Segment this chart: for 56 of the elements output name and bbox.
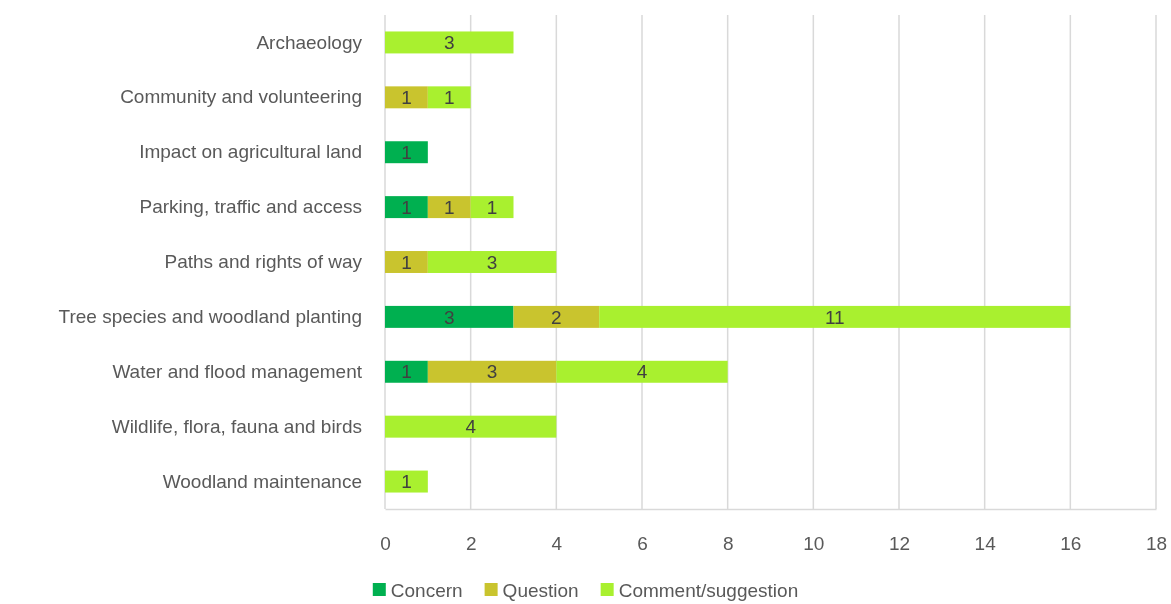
data-label: 1	[443, 196, 455, 218]
x-tick-label: 18	[1145, 533, 1168, 555]
y-tick-label: Paths and rights of way	[164, 251, 363, 273]
y-tick-label: Water and flood management	[112, 360, 363, 382]
bar	[385, 470, 428, 493]
y-tick-label: Tree species and woodland planting	[58, 305, 362, 327]
y-tick-label: Woodland maintenance	[162, 470, 362, 492]
data-label: 3	[443, 32, 455, 54]
data-label: 2	[551, 306, 562, 328]
data-label: 3	[443, 306, 455, 328]
bar	[385, 305, 514, 328]
data-label: 1	[486, 196, 498, 218]
legend-label: Concern	[390, 579, 463, 601]
x-tick-label: 4	[551, 533, 563, 555]
x-tick-label: 2	[465, 533, 477, 555]
bar	[513, 305, 600, 328]
bar	[385, 31, 514, 54]
bar	[470, 196, 514, 219]
y-tick-label: Impact on agricultural land	[139, 141, 362, 163]
y-tick-label: Parking, traffic and access	[139, 196, 362, 218]
bar	[556, 360, 728, 383]
bar	[599, 305, 1071, 328]
x-tick-label: 10	[803, 533, 825, 555]
y-tick-label: Wildlife, flora, fauna and birds	[111, 415, 362, 437]
bar	[385, 141, 428, 164]
data-label: 1	[401, 361, 412, 383]
data-label: 1	[443, 86, 455, 108]
x-tick-label: 8	[722, 533, 734, 555]
bar	[385, 415, 557, 438]
x-tick-label: 16	[1060, 533, 1082, 555]
data-label: 4	[465, 416, 477, 438]
bar	[427, 360, 557, 383]
data-label: 11	[824, 306, 845, 328]
data-label: 1	[401, 196, 412, 218]
x-tick-label: 12	[888, 533, 911, 555]
data-label: 3	[486, 251, 498, 273]
data-label: 1	[401, 471, 412, 493]
data-label: 1	[401, 86, 412, 108]
data-label: 3	[486, 361, 498, 383]
data-label: 1	[401, 251, 412, 273]
x-tick-label: 0	[380, 533, 391, 555]
data-label: 4	[636, 361, 648, 383]
bar	[427, 196, 471, 219]
bar	[385, 360, 428, 383]
bar	[427, 86, 471, 109]
bar	[427, 251, 557, 273]
bar	[385, 196, 428, 219]
data-label: 1	[401, 141, 412, 163]
x-tick-label: 14	[974, 533, 997, 555]
bar	[385, 251, 428, 273]
bar	[385, 86, 428, 109]
y-tick-label: Community and volunteering	[120, 86, 362, 108]
x-tick-label: 6	[637, 533, 648, 555]
y-tick-label: Archaeology	[256, 31, 363, 53]
legend-label: Question	[502, 579, 579, 601]
legend-label: Comment/suggestion	[618, 579, 799, 601]
